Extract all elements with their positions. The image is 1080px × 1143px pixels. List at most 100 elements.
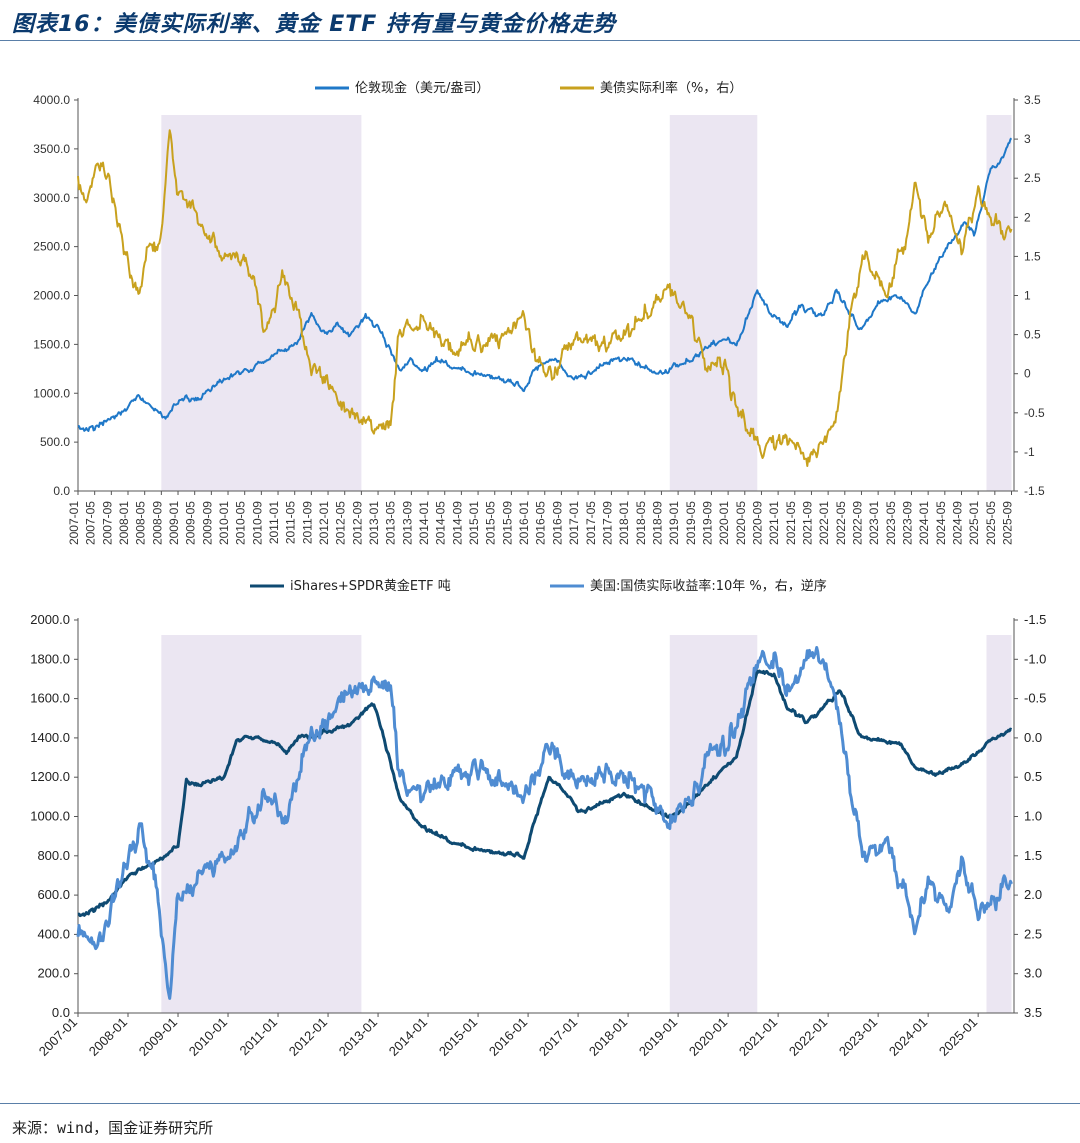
right-tick-label: 3.0 bbox=[1024, 966, 1042, 981]
x-tick-label: 2025-05 bbox=[984, 501, 998, 545]
right-tick-label: 2.5 bbox=[1024, 171, 1041, 185]
x-tick-label: 2009-05 bbox=[184, 501, 198, 545]
x-tick-label: 2016-09 bbox=[550, 501, 564, 545]
x-tick-label: 2017-01 bbox=[536, 1015, 580, 1059]
right-tick-label: 0 bbox=[1024, 367, 1031, 381]
right-tick-label: 1.5 bbox=[1024, 249, 1041, 263]
x-tick-label: 2013-01 bbox=[336, 1015, 380, 1059]
left-tick-label: 4000.0 bbox=[33, 93, 70, 107]
x-tick-label: 2024-01 bbox=[886, 1015, 930, 1059]
x-tick-label: 2013-05 bbox=[384, 501, 398, 545]
x-tick-label: 2022-05 bbox=[834, 501, 848, 545]
right-tick-label: 0.5 bbox=[1024, 328, 1041, 342]
x-tick-label: 2022-01 bbox=[786, 1015, 830, 1059]
x-tick-label: 2010-09 bbox=[250, 501, 264, 545]
left-tick-label: 0.0 bbox=[53, 484, 70, 498]
x-tick-label: 2018-05 bbox=[634, 501, 648, 545]
left-tick-label: 2000.0 bbox=[30, 612, 70, 627]
x-tick-label: 2019-01 bbox=[667, 501, 681, 545]
left-tick-label: 600.0 bbox=[37, 887, 70, 902]
legend-label-2: 美债实际利率（%，右） bbox=[600, 80, 742, 96]
x-tick-label: 2008-01 bbox=[86, 1015, 130, 1059]
series-line-1 bbox=[77, 669, 1013, 918]
right-tick-label: 2.5 bbox=[1024, 926, 1042, 941]
x-tick-label: 2024-01 bbox=[917, 501, 931, 545]
x-tick-label: 2018-09 bbox=[650, 501, 664, 545]
legend-label-2: 美国:国债实际收益率:10年 %，右，逆序 bbox=[590, 578, 827, 594]
right-tick-label: 1.5 bbox=[1024, 848, 1042, 863]
figure-title: 图表16：美债实际利率、黄金 ETF 持有量与黄金价格走势 bbox=[12, 12, 616, 37]
x-tick-label: 2011-09 bbox=[300, 501, 314, 544]
right-tick-label: -1 bbox=[1024, 445, 1035, 459]
x-tick-label: 2019-01 bbox=[636, 1015, 680, 1059]
left-tick-label: 1000.0 bbox=[30, 809, 70, 824]
top-chart: 0.0 500.0 1000.0 1500.0 2000.0 2500.0 3000.0 35… bbox=[33, 80, 1045, 545]
x-tick-label: 2025-01 bbox=[936, 1015, 980, 1059]
x-tick-label: 2017-05 bbox=[584, 501, 598, 545]
shaded-period-2 bbox=[669, 635, 758, 1013]
x-tick-label: 2014-05 bbox=[434, 501, 448, 545]
left-tick-label: 800.0 bbox=[37, 848, 70, 863]
x-tick-label: 2012-01 bbox=[286, 1015, 330, 1059]
x-tick-label: 2015-09 bbox=[500, 501, 514, 545]
left-tick-label: 500.0 bbox=[40, 435, 70, 449]
right-tick-label: 0.5 bbox=[1024, 769, 1042, 784]
left-tick-label: 1000.0 bbox=[33, 386, 70, 400]
x-tick-label: 2009-09 bbox=[200, 501, 214, 545]
x-tick-label: 2013-01 bbox=[367, 501, 381, 545]
x-tick-label: 2016-01 bbox=[486, 1015, 530, 1059]
x-tick-label: 2015-01 bbox=[436, 1015, 480, 1059]
right-tick-label: 3.5 bbox=[1024, 1005, 1042, 1020]
x-tick-label: 2025-09 bbox=[1000, 501, 1014, 545]
left-tick-label: 1200.0 bbox=[30, 769, 70, 784]
x-tick-label: 2023-05 bbox=[884, 501, 898, 545]
x-tick-label: 2012-09 bbox=[350, 501, 364, 545]
title-rule bbox=[0, 40, 1080, 41]
left-tick-label: 2000.0 bbox=[33, 289, 70, 303]
left-tick-label: 400.0 bbox=[37, 926, 70, 941]
right-tick-label: 1 bbox=[1024, 289, 1031, 303]
shaded-period-3 bbox=[986, 115, 1012, 491]
left-tick-label: 1600.0 bbox=[30, 691, 70, 706]
x-tick-label: 2023-09 bbox=[900, 501, 914, 545]
x-tick-label: 2022-09 bbox=[850, 501, 864, 545]
left-tick-label: 0.0 bbox=[52, 1005, 70, 1020]
left-tick-label: 3000.0 bbox=[33, 191, 70, 205]
right-tick-label: 3 bbox=[1024, 132, 1031, 146]
x-tick-label: 2021-09 bbox=[800, 501, 814, 545]
x-tick-label: 2019-05 bbox=[684, 501, 698, 545]
x-tick-label: 2020-05 bbox=[734, 501, 748, 545]
right-tick-label: 1.0 bbox=[1024, 809, 1042, 824]
x-tick-label: 2020-01 bbox=[686, 1015, 730, 1059]
x-tick-label: 2012-05 bbox=[334, 501, 348, 545]
x-tick-label: 2024-05 bbox=[934, 501, 948, 545]
shaded-period-1 bbox=[161, 635, 362, 1013]
legend-label-1: 伦敦现金（美元/盎司） bbox=[355, 80, 489, 96]
x-tick-label: 2011-01 bbox=[267, 501, 281, 544]
x-tick-label: 2022-01 bbox=[817, 501, 831, 545]
x-tick-label: 2018-01 bbox=[586, 1015, 630, 1059]
left-tick-label: 1800.0 bbox=[30, 651, 70, 666]
right-tick-label: -0.5 bbox=[1024, 691, 1046, 706]
x-tick-label: 2009-01 bbox=[136, 1015, 180, 1059]
x-tick-label: 2021-01 bbox=[767, 501, 781, 545]
right-tick-label: -1.0 bbox=[1024, 651, 1046, 666]
x-tick-label: 2012-01 bbox=[317, 501, 331, 545]
source-note: 来源：wind，国金证券研究所 bbox=[12, 1119, 214, 1137]
x-tick-label: 2011-01 bbox=[236, 1015, 280, 1059]
x-tick-label: 2014-01 bbox=[417, 501, 431, 545]
x-tick-label: 2016-01 bbox=[517, 501, 531, 545]
x-tick-label: 2007-05 bbox=[84, 501, 98, 545]
x-tick-label: 2010-05 bbox=[234, 501, 248, 545]
x-tick-label: 2017-09 bbox=[600, 501, 614, 545]
left-tick-label: 1500.0 bbox=[33, 337, 70, 351]
x-tick-label: 2013-09 bbox=[400, 501, 414, 545]
bottom-chart: 0.0 200.0 400.0 600.0 800.0 1000.0 1200.0 1400.… bbox=[30, 578, 1046, 1059]
x-tick-label: 2011-05 bbox=[284, 501, 298, 544]
x-tick-label: 2008-09 bbox=[150, 501, 164, 545]
right-tick-label: 2 bbox=[1024, 210, 1031, 224]
x-tick-label: 2007-09 bbox=[100, 501, 114, 545]
left-tick-label: 3500.0 bbox=[33, 142, 70, 156]
x-tick-label: 2017-01 bbox=[567, 501, 581, 545]
right-tick-label: -0.5 bbox=[1024, 406, 1045, 420]
